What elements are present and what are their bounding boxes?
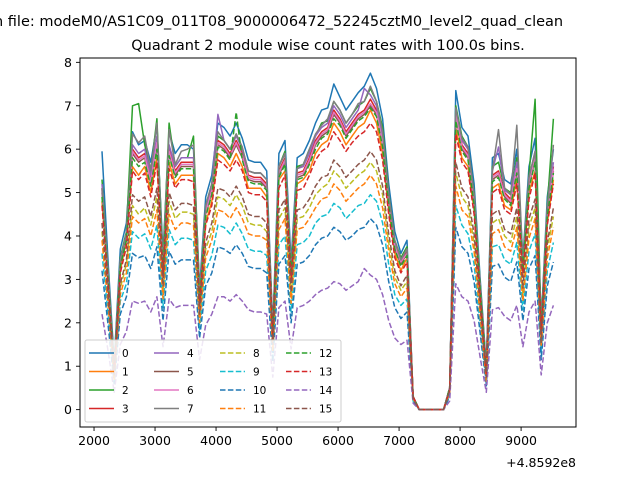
legend-label-1: 1 (122, 367, 129, 379)
x-tick-label: 3000 (139, 433, 171, 448)
legend-label-14: 14 (319, 385, 333, 397)
legend-label-2: 2 (122, 385, 129, 397)
legend-label-5: 5 (187, 367, 194, 379)
x-tick-label: 8000 (444, 433, 476, 448)
legend-label-8: 8 (253, 348, 260, 360)
series-line-13 (101, 122, 555, 411)
legend-label-0: 0 (122, 348, 129, 360)
legend-box (84, 339, 342, 423)
series-line-8 (101, 161, 555, 411)
y-tick-label: 4 (64, 228, 72, 243)
x-tick-label: 9000 (505, 433, 537, 448)
y-tick-label: 2 (64, 315, 72, 330)
figure-suptitle: n file: modeM0/AS1C09_011T08_9000006472_… (0, 14, 563, 30)
y-tick-label: 3 (64, 272, 72, 287)
y-tick-label: 7 (64, 98, 72, 113)
y-tick-label: 8 (64, 55, 72, 70)
y-tick-label: 6 (64, 142, 72, 157)
legend-label-11: 11 (253, 404, 266, 416)
x-tick-label: 2000 (78, 433, 110, 448)
series-line-15 (101, 150, 555, 411)
legend-label-9: 9 (253, 367, 260, 379)
legend-label-6: 6 (187, 385, 194, 397)
legend-label-15: 15 (319, 404, 332, 416)
legend-label-7: 7 (187, 404, 194, 416)
plot-area (101, 72, 555, 411)
legend-label-13: 13 (319, 367, 332, 379)
x-tick-label: 4000 (200, 433, 232, 448)
y-tick-label: 0 (64, 402, 72, 417)
series-line-9 (101, 193, 555, 411)
x-tick-label: 6000 (322, 433, 354, 448)
legend-label-12: 12 (319, 348, 332, 360)
x-axis: 2000 3000 4000 5000 6000 7000 8000 9000 (78, 427, 537, 448)
legend-label-10: 10 (253, 385, 266, 397)
chart-title: Quadrant 2 module wise count rates with … (131, 38, 525, 54)
x-tick-label: 7000 (383, 433, 415, 448)
legend-label-4: 4 (187, 348, 194, 360)
y-tick-label: 5 (64, 185, 72, 200)
series-line-14 (101, 267, 555, 411)
legend-label-3: 3 (122, 404, 129, 416)
x-axis-offset-label: +4.8592e8 (506, 455, 576, 470)
series-line-10 (101, 217, 555, 411)
x-tick-label: 5000 (261, 433, 293, 448)
y-axis: 0 1 2 3 4 5 6 7 8 (64, 55, 80, 417)
y-tick-label: 1 (64, 359, 72, 374)
series-line-11 (101, 174, 555, 411)
axes-frame (79, 57, 577, 428)
